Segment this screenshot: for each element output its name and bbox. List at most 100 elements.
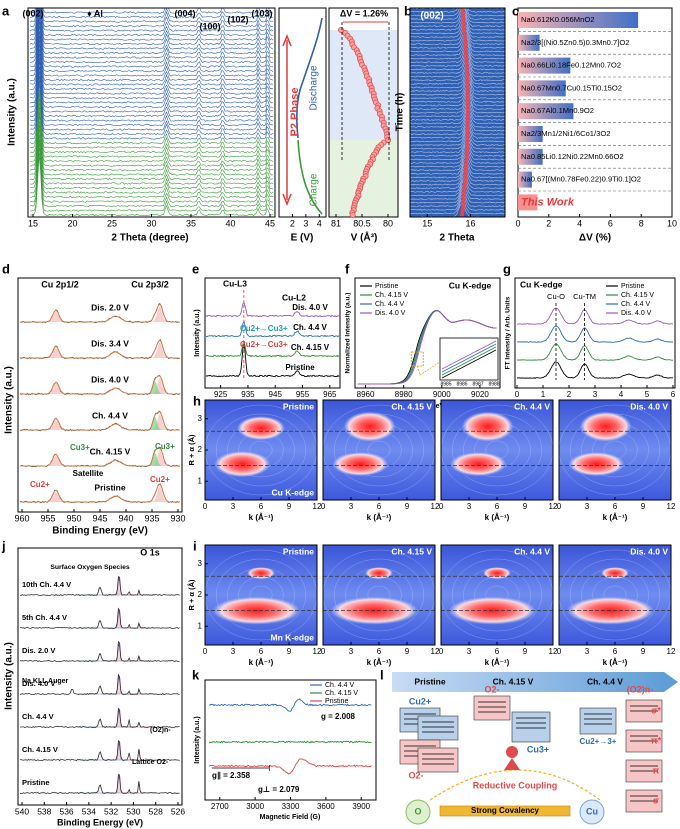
x-tick-label: 2 bbox=[567, 390, 572, 399]
xrd-trace bbox=[29, 8, 274, 50]
ion-label: O2- bbox=[408, 770, 423, 780]
x-tick-label: 6 bbox=[259, 647, 264, 656]
dashed-guide bbox=[555, 303, 585, 380]
legend-label: Pristine bbox=[621, 283, 644, 290]
xps-spectrum bbox=[19, 740, 180, 762]
operando-map bbox=[410, 8, 505, 217]
xrd-trace bbox=[29, 83, 273, 145]
x-tick-label: 0 bbox=[557, 647, 562, 656]
heatmap-peak bbox=[568, 452, 625, 477]
heatmap-peak bbox=[579, 411, 632, 442]
panel-title: Cu K-edge bbox=[520, 279, 563, 289]
x-axis-label: E (V) bbox=[291, 233, 314, 244]
x-tick-label: 45 bbox=[265, 218, 275, 228]
fit-component bbox=[77, 784, 122, 794]
eels-spectrum bbox=[205, 344, 340, 378]
curve-label: Dis. 4.0 V bbox=[22, 679, 55, 688]
xrd-trace bbox=[29, 111, 274, 172]
xrd-trace bbox=[29, 8, 274, 19]
heatmap-title: Ch. 4.15 V bbox=[391, 401, 432, 411]
heatmap-peak bbox=[237, 416, 285, 441]
curve-label: 5th Ch. 4.4 V bbox=[22, 613, 67, 622]
x-tick-label: 25 bbox=[107, 218, 117, 228]
legend-label: Ch. 4.4 V bbox=[325, 682, 355, 689]
x-tick-label: 9 bbox=[523, 647, 528, 656]
x-tick-label: 9000 bbox=[433, 390, 451, 399]
cu3-fill bbox=[136, 380, 173, 394]
map-trace bbox=[410, 101, 505, 118]
xps-spectrum bbox=[19, 707, 180, 729]
xps-spectrum bbox=[19, 607, 180, 630]
x-axis-label: k (Å⁻¹) bbox=[367, 658, 392, 667]
map-trace bbox=[410, 8, 505, 24]
x-axis-label: k (Å⁻¹) bbox=[603, 658, 628, 667]
xrd-trace bbox=[29, 35, 274, 95]
x-tick-label: 528 bbox=[149, 806, 163, 816]
x-axis-label: k (Å⁻¹) bbox=[603, 513, 628, 522]
fit-fill bbox=[37, 456, 74, 466]
map-trace bbox=[410, 37, 505, 53]
zoom-arrow bbox=[416, 361, 441, 376]
xrd-trace bbox=[30, 65, 274, 127]
xrd-trace bbox=[29, 8, 273, 23]
x-tick-label: 4 bbox=[577, 218, 582, 228]
panel-letter: f bbox=[345, 261, 350, 276]
x-tick-label: 960 bbox=[14, 513, 29, 523]
map-trace bbox=[410, 166, 505, 182]
atom-label: O bbox=[414, 806, 421, 816]
map-trace bbox=[410, 124, 505, 139]
map-trace bbox=[410, 195, 505, 211]
eels-spectrum bbox=[205, 341, 340, 358]
x-tick-label: 40 bbox=[225, 218, 235, 228]
xrd-trace bbox=[29, 20, 274, 82]
annotation: Cu2+→Cu3+ bbox=[240, 340, 288, 349]
xrd-trace bbox=[29, 120, 274, 181]
map-trace bbox=[410, 147, 505, 164]
y-axis-label: R + α (Å) bbox=[187, 434, 196, 466]
x-tick-label: 9 bbox=[405, 502, 410, 511]
inset-curve bbox=[441, 349, 497, 379]
panel-letter: j bbox=[1, 538, 6, 553]
heatmap-peak bbox=[483, 567, 511, 580]
x-tick-label: 8 bbox=[639, 218, 644, 228]
discharge-label: Discharge bbox=[309, 65, 320, 110]
fit-component bbox=[77, 685, 122, 695]
annotation: g∥ = 2.358 bbox=[212, 771, 251, 780]
inset-tick-label: 8986 bbox=[456, 381, 467, 387]
category-label: Na0.67[(Mn0.78Fe0.22)0.9Ti0.1]O2 bbox=[521, 175, 641, 184]
x-axis-label: Binding Energy (eV) bbox=[57, 817, 143, 827]
inset-curve bbox=[441, 343, 497, 373]
x-tick-label: 530 bbox=[126, 806, 140, 816]
x-tick-label: 945 bbox=[92, 513, 107, 523]
map-trace bbox=[410, 144, 505, 161]
xrd-trace bbox=[29, 56, 274, 118]
map-trace bbox=[410, 8, 505, 17]
legend-label: Ch. 4.15 V bbox=[375, 292, 408, 299]
x-tick-label: 12 bbox=[667, 647, 676, 656]
map-trace bbox=[410, 199, 505, 215]
heatmap-peak bbox=[461, 411, 514, 442]
annotation: Cu2+→Cu3+ bbox=[240, 324, 288, 333]
map-trace bbox=[410, 57, 505, 75]
cu3-fill bbox=[136, 452, 173, 466]
category-label: Na0.67Al0.1Mn0.9O2 bbox=[521, 106, 594, 115]
peak-label: (002) bbox=[420, 11, 443, 22]
x-tick-label: 3 bbox=[585, 647, 590, 656]
panel-title: Cu K-edge bbox=[449, 280, 492, 290]
map-trace bbox=[410, 94, 505, 111]
x-tick-label: 3 bbox=[349, 647, 354, 656]
curve-label: Pristine bbox=[285, 363, 315, 372]
x-tick-label: 0 bbox=[439, 502, 444, 511]
y-axis-label: FT Intensity / Arb. Units bbox=[505, 296, 512, 369]
xrd-trace bbox=[29, 8, 274, 14]
curve-label: 10th Ch. 4.4 V bbox=[22, 580, 71, 589]
discharge-bg bbox=[329, 30, 398, 140]
y-tick-label: 3 bbox=[198, 559, 203, 568]
map-trace bbox=[410, 8, 505, 10]
curve-label: Dis. 3.4 V bbox=[91, 338, 129, 348]
x-axis-label: Binding Energy (eV) bbox=[52, 526, 148, 537]
x-tick-label: 81 bbox=[331, 218, 341, 228]
category-label: This Work bbox=[521, 196, 575, 208]
covalency-label: Strong Covalency bbox=[471, 806, 540, 815]
